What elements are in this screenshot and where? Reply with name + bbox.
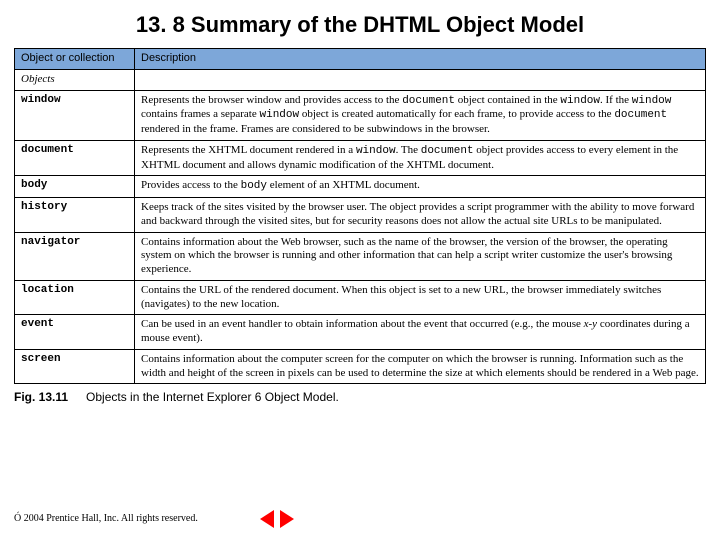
obj-navigator: navigator bbox=[15, 232, 135, 280]
obj-screen: screen bbox=[15, 349, 135, 384]
nav-buttons bbox=[260, 510, 294, 528]
table-header-row: Object or collection Description bbox=[15, 49, 706, 70]
section-empty bbox=[135, 69, 706, 90]
figure-caption: Fig. 13.11 Objects in the Internet Explor… bbox=[0, 384, 720, 404]
figure-text: Objects in the Internet Explorer 6 Objec… bbox=[86, 390, 339, 404]
table-row: document Represents the XHTML document r… bbox=[15, 140, 706, 176]
table-row: screen Contains information about the co… bbox=[15, 349, 706, 384]
code: body bbox=[241, 180, 267, 192]
table-row: window Represents the browser window and… bbox=[15, 90, 706, 140]
col-header-description: Description bbox=[135, 49, 706, 70]
next-icon[interactable] bbox=[280, 510, 294, 528]
obj-body: body bbox=[15, 176, 135, 198]
text: . If the bbox=[600, 94, 632, 106]
obj-document: document bbox=[15, 140, 135, 176]
code: document bbox=[421, 145, 474, 157]
table-row: event Can be used in an event handler to… bbox=[15, 315, 706, 350]
obj-location: location bbox=[15, 280, 135, 315]
desc-body: Provides access to the body element of a… bbox=[135, 176, 706, 198]
desc-location: Contains the URL of the rendered documen… bbox=[135, 280, 706, 315]
object-model-table: Object or collection Description Objects… bbox=[14, 48, 706, 384]
code: window bbox=[632, 95, 672, 107]
text: rendered in the frame. Frames are consid… bbox=[141, 123, 490, 135]
text: object is created automatically for each… bbox=[299, 108, 614, 120]
text: . The bbox=[396, 144, 421, 156]
prev-icon[interactable] bbox=[260, 510, 274, 528]
text: Represents the browser window and provid… bbox=[141, 94, 402, 106]
desc-history: Keeps track of the sites visited by the … bbox=[135, 198, 706, 233]
italic: x-y bbox=[584, 318, 597, 330]
desc-screen: Contains information about the computer … bbox=[135, 349, 706, 384]
text: Can be used in an event handler to obtai… bbox=[141, 318, 584, 330]
table-row: navigator Contains information about the… bbox=[15, 232, 706, 280]
obj-history: history bbox=[15, 198, 135, 233]
text: Provides access to the bbox=[141, 179, 241, 191]
desc-window: Represents the browser window and provid… bbox=[135, 90, 706, 140]
obj-window: window bbox=[15, 90, 135, 140]
table-container: Object or collection Description Objects… bbox=[0, 48, 720, 384]
copyright-footer: Ó 2004 Prentice Hall, Inc. All rights re… bbox=[14, 513, 706, 524]
text: contains frames a separate bbox=[141, 108, 260, 120]
code: window bbox=[356, 145, 396, 157]
desc-navigator: Contains information about the Web brows… bbox=[135, 232, 706, 280]
text: object contained in the bbox=[455, 94, 560, 106]
table-row: location Contains the URL of the rendere… bbox=[15, 280, 706, 315]
text: element of an XHTML document. bbox=[267, 179, 420, 191]
text: Represents the XHTML document rendered i… bbox=[141, 144, 356, 156]
code: document bbox=[402, 95, 455, 107]
table-row: history Keeps track of the sites visited… bbox=[15, 198, 706, 233]
code: document bbox=[614, 109, 667, 121]
desc-document: Represents the XHTML document rendered i… bbox=[135, 140, 706, 176]
col-header-object: Object or collection bbox=[15, 49, 135, 70]
section-row: Objects bbox=[15, 69, 706, 90]
code: window bbox=[260, 109, 300, 121]
figure-number: Fig. 13.11 bbox=[14, 390, 68, 404]
copyright-text: Ó 2004 Prentice Hall, Inc. All rights re… bbox=[14, 513, 198, 524]
desc-event: Can be used in an event handler to obtai… bbox=[135, 315, 706, 350]
section-label: Objects bbox=[15, 69, 135, 90]
table-row: body Provides access to the body element… bbox=[15, 176, 706, 198]
obj-event: event bbox=[15, 315, 135, 350]
code: window bbox=[560, 95, 600, 107]
slide-title: 13. 8 Summary of the DHTML Object Model bbox=[0, 0, 720, 48]
